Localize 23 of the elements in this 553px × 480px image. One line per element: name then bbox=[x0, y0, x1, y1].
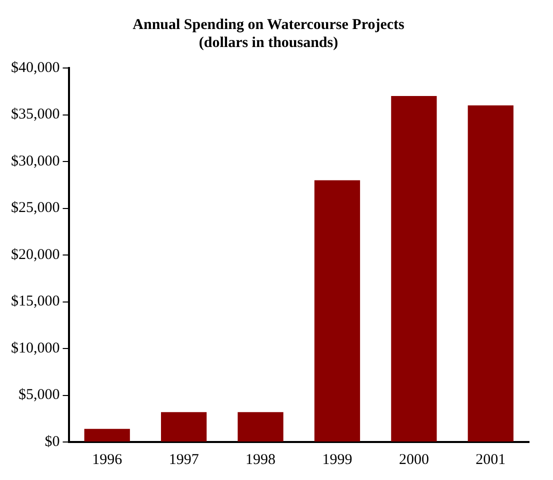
x-tick-label: 2000 bbox=[398, 452, 429, 468]
bar bbox=[238, 412, 284, 442]
x-tick-label: 1996 bbox=[92, 452, 123, 468]
bar bbox=[84, 428, 130, 442]
x-tick-label: 1999 bbox=[322, 452, 352, 468]
x-tick-label: 1997 bbox=[168, 452, 200, 468]
y-tick-label: $10,000 bbox=[11, 340, 60, 356]
y-tick-label: $15,000 bbox=[11, 294, 60, 310]
y-tick-label: $20,000 bbox=[11, 246, 60, 263]
y-tick-label: $5,000 bbox=[18, 387, 60, 404]
y-tick-label: $25,000 bbox=[11, 200, 60, 216]
bar bbox=[160, 412, 207, 442]
bar bbox=[314, 180, 360, 442]
chart-subtitle: (dollars in thousands) bbox=[198, 34, 338, 51]
x-tick-label: 1998 bbox=[246, 452, 276, 468]
x-tick-label: 2001 bbox=[476, 452, 506, 468]
chart-title: Annual Spending on Watercourse Projects bbox=[132, 16, 405, 33]
y-tick-label: $35,000 bbox=[11, 106, 60, 123]
y-tick-label: $0 bbox=[44, 434, 60, 450]
y-tick-label: $30,000 bbox=[11, 153, 60, 170]
bar bbox=[391, 96, 437, 442]
bar bbox=[468, 105, 514, 442]
y-tick-label: $40,000 bbox=[11, 60, 60, 76]
